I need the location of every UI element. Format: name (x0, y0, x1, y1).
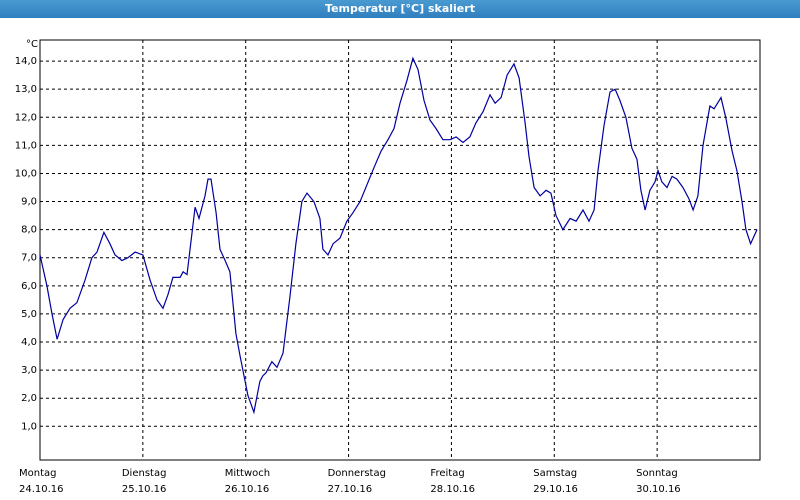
y-tick-label: 14,0 (15, 56, 37, 67)
y-tick-label: 3,0 (21, 365, 37, 376)
x-tick-label: Mittwoch (225, 468, 270, 479)
y-tick-label: 11,0 (15, 140, 37, 151)
x-tick-label: Dienstag (122, 468, 167, 479)
y-tick-label: 2,0 (21, 393, 37, 404)
x-tick-label: Donnerstag (328, 468, 386, 479)
title-bar: Temperatur [°C] skaliert (0, 0, 800, 18)
x-tick-date: 30.10.16 (636, 484, 681, 495)
y-unit: °C (26, 39, 38, 50)
x-tick-date: 28.10.16 (430, 484, 475, 495)
y-tick-label: 7,0 (21, 253, 37, 264)
y-tick-label: 8,0 (21, 225, 37, 236)
y-tick-label: 12,0 (15, 112, 37, 123)
plot-area (39, 39, 761, 461)
x-tick-date: 25.10.16 (122, 484, 167, 495)
x-tick-label: Sonntag (636, 468, 678, 479)
x-tick-label: Montag (19, 468, 56, 479)
x-tick-date: 29.10.16 (533, 484, 578, 495)
y-tick-label: 4,0 (21, 337, 37, 348)
y-tick-label: 10,0 (15, 168, 37, 179)
y-tick-label: 9,0 (21, 197, 37, 208)
y-tick-label: 5,0 (21, 309, 37, 320)
x-tick-label: Samstag (533, 468, 577, 479)
y-tick-label: 1,0 (21, 421, 37, 432)
x-tick-label: Freitag (430, 468, 464, 479)
y-tick-label: 6,0 (21, 281, 37, 292)
x-tick-date: 26.10.16 (225, 484, 270, 495)
y-tick-label: 13,0 (15, 84, 37, 95)
x-tick-date: 24.10.16 (19, 484, 64, 495)
temperature-line (39, 56, 758, 415)
x-tick-date: 27.10.16 (328, 484, 373, 495)
